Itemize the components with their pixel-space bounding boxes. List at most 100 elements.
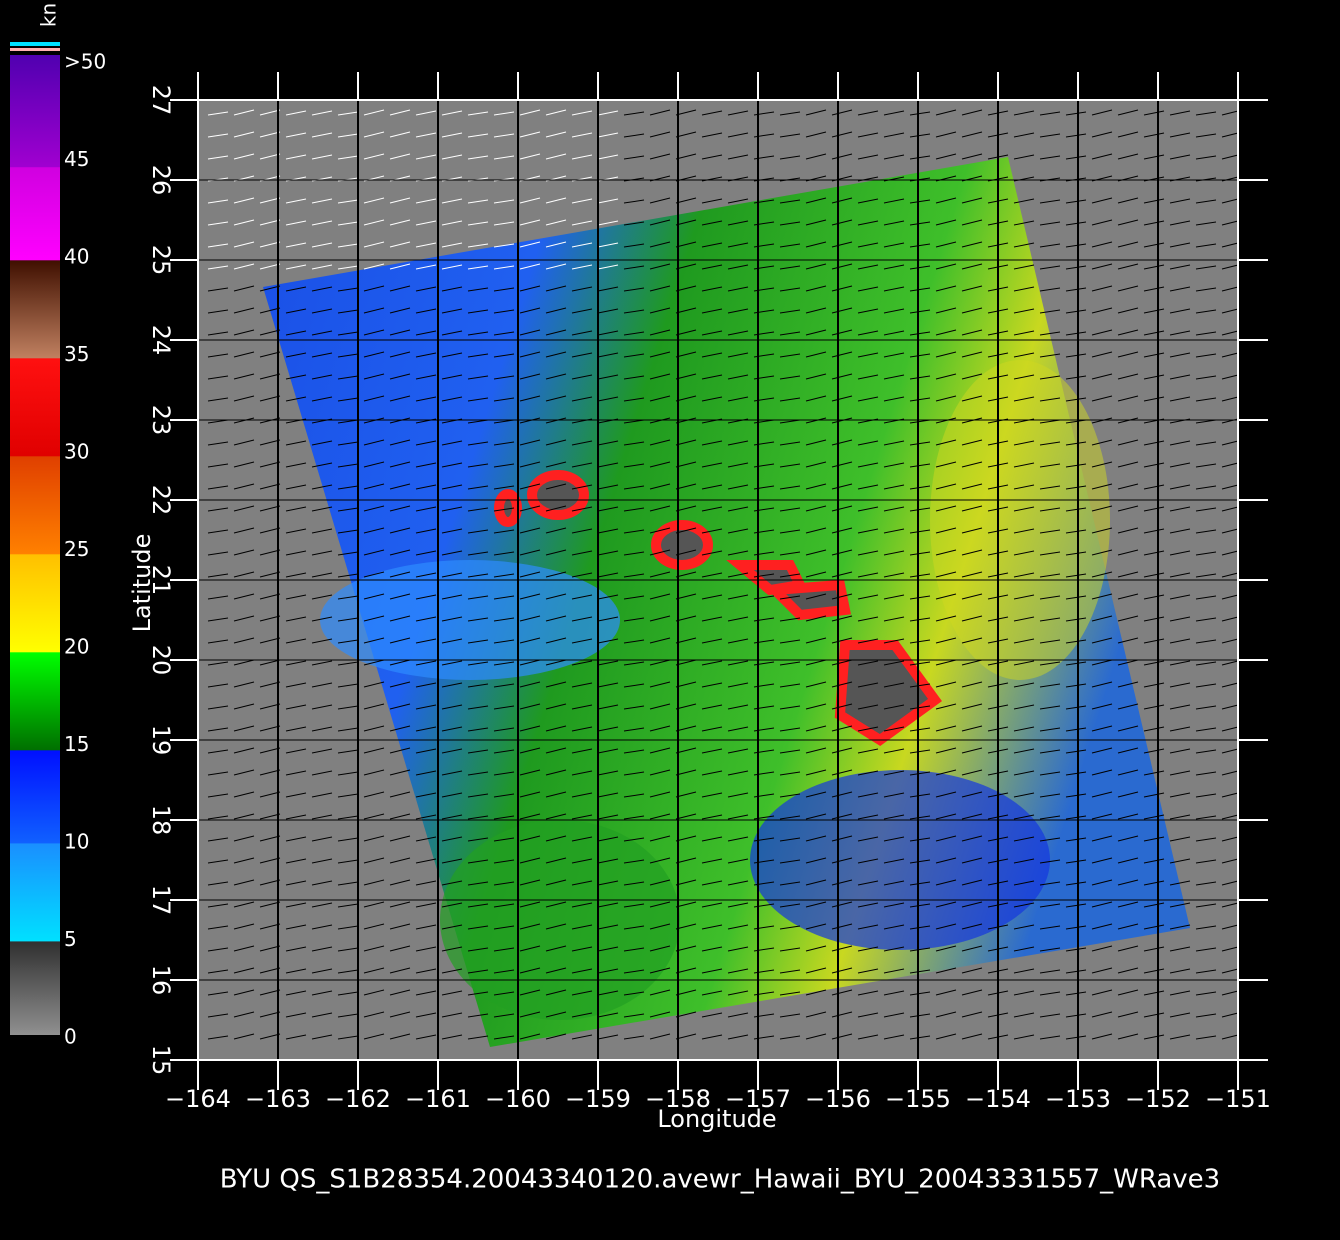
wind-barb xyxy=(441,484,463,490)
wind-barb xyxy=(467,991,489,996)
wind-barb xyxy=(1065,947,1087,952)
wind-barb xyxy=(1143,594,1165,600)
wind-barb xyxy=(285,726,307,732)
wind-barb xyxy=(285,616,307,622)
wind-barb xyxy=(883,154,905,160)
wind-barb xyxy=(493,353,515,358)
wind-barb xyxy=(259,945,281,952)
wind-barb xyxy=(597,286,619,292)
wind-barb xyxy=(935,725,957,732)
wind-barb xyxy=(909,749,931,754)
wind-barb xyxy=(623,397,645,402)
wind-barb xyxy=(337,771,359,776)
wind-barb xyxy=(415,704,437,710)
wind-barb xyxy=(311,396,333,402)
wind-barb xyxy=(1065,903,1087,908)
wind-barb xyxy=(571,726,593,732)
wind-barb xyxy=(597,638,619,644)
wind-barb xyxy=(545,571,567,578)
wind-barb xyxy=(805,967,827,974)
wind-barb xyxy=(207,529,229,534)
wind-barb xyxy=(493,771,515,776)
wind-barb xyxy=(233,527,255,534)
wind-barb xyxy=(311,946,333,952)
wind-barb xyxy=(207,375,229,380)
wind-barb xyxy=(519,857,541,864)
wind-barb xyxy=(337,485,359,490)
colorbar xyxy=(10,55,60,1035)
wind-barb xyxy=(649,285,671,292)
wind-barb xyxy=(1195,749,1217,754)
wind-barb xyxy=(415,528,437,534)
wind-barb xyxy=(1091,703,1113,710)
wind-barb xyxy=(935,703,957,710)
wind-barb xyxy=(1143,506,1165,512)
wind-barb xyxy=(1091,483,1113,490)
wind-barb xyxy=(493,463,515,468)
wind-barb xyxy=(883,374,905,380)
wind-barb xyxy=(545,373,567,380)
wind-barb xyxy=(1039,353,1061,358)
wind-barb xyxy=(311,792,333,798)
wind-barb xyxy=(233,901,255,908)
wind-barb xyxy=(1169,726,1191,732)
wind-barb xyxy=(1013,968,1035,974)
wind-barb xyxy=(441,836,463,842)
wind-barb xyxy=(909,551,931,556)
wind-barb xyxy=(363,483,385,490)
wind-barb xyxy=(1143,110,1165,116)
wind-barb xyxy=(779,375,801,380)
wind-barb xyxy=(493,397,515,402)
wind-barb xyxy=(779,155,801,160)
wind-barb xyxy=(1091,351,1113,358)
wind-barb xyxy=(415,308,437,314)
wind-barb xyxy=(389,791,411,798)
wind-barb xyxy=(415,1034,437,1040)
wind-barb xyxy=(1013,352,1035,358)
wind-barb xyxy=(831,263,853,270)
wind-barb xyxy=(1195,463,1217,468)
wind-barb xyxy=(415,1012,437,1018)
wind-barb xyxy=(623,485,645,490)
wind-barb xyxy=(701,154,723,160)
wind-barb xyxy=(597,616,619,622)
wind-barb xyxy=(805,1011,827,1018)
wind-barb xyxy=(1117,461,1139,468)
wind-barb xyxy=(233,549,255,556)
wind-barb xyxy=(597,1012,619,1018)
x-tick-label: −153 xyxy=(1045,1085,1111,1113)
colorbar-tick-label: 10 xyxy=(64,830,89,854)
wind-barb xyxy=(1169,946,1191,952)
wind-barb xyxy=(467,595,489,600)
wind-barb xyxy=(493,221,515,226)
wind-barb xyxy=(623,1035,645,1040)
wind-barb xyxy=(207,727,229,732)
wind-barb xyxy=(389,769,411,776)
wind-barb xyxy=(1117,1033,1139,1040)
wind-barb xyxy=(337,243,359,248)
wind-barb xyxy=(441,748,463,754)
wind-barb xyxy=(701,924,723,930)
wind-barb xyxy=(675,263,697,270)
wind-barb xyxy=(467,507,489,512)
wind-barb xyxy=(285,1012,307,1018)
wind-barb xyxy=(415,462,437,468)
wind-barb xyxy=(857,484,879,490)
y-tick-label: 23 xyxy=(147,405,175,436)
wind-barb xyxy=(1169,242,1191,248)
y-tick-label: 15 xyxy=(147,1045,175,1076)
wind-barb xyxy=(571,968,593,974)
wind-barb xyxy=(675,351,697,358)
wind-barb xyxy=(441,220,463,226)
wind-barb xyxy=(1039,529,1061,534)
wind-barb xyxy=(1169,396,1191,402)
wind-barb xyxy=(1195,243,1217,248)
wind-barb xyxy=(623,243,645,248)
wind-barb xyxy=(389,109,411,116)
wind-barb xyxy=(1169,770,1191,776)
wind-barb xyxy=(545,483,567,490)
wind-barb xyxy=(389,725,411,732)
wind-barb xyxy=(935,1011,957,1018)
wind-barb xyxy=(649,505,671,512)
wind-barb xyxy=(1169,704,1191,710)
